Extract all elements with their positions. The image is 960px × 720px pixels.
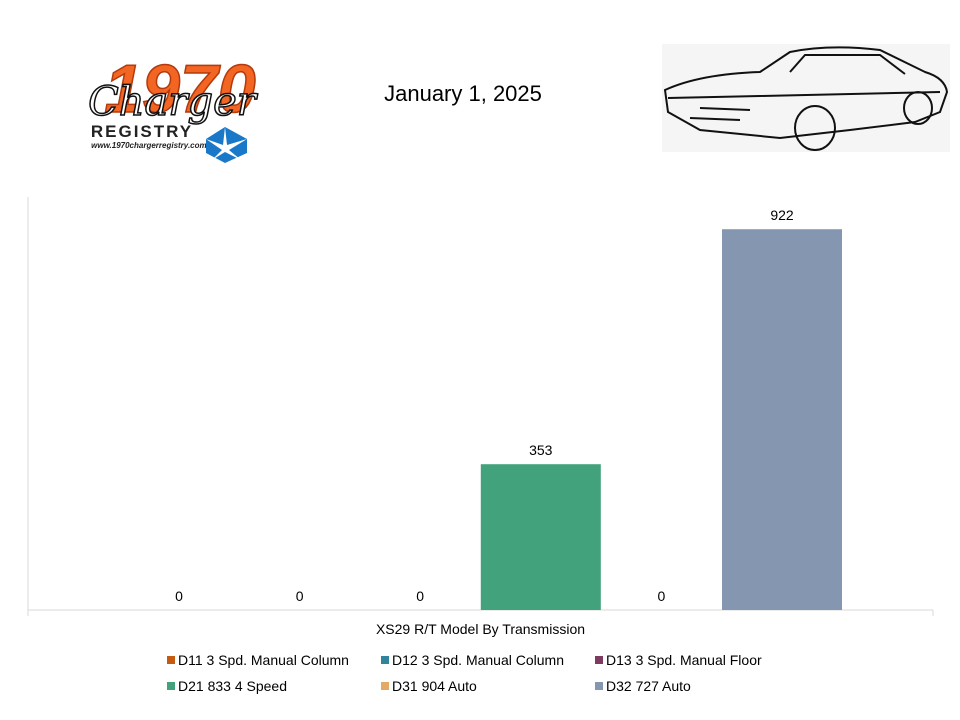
logo-url: www.1970chargerregistry.com/	[91, 141, 209, 150]
data-label: 0	[658, 588, 666, 604]
legend-swatch	[381, 656, 389, 664]
data-label: 0	[175, 588, 183, 604]
data-label: 0	[296, 588, 304, 604]
legend-swatch	[595, 656, 603, 664]
logo: 1970 Charger REGISTRY www.1970chargerreg…	[87, 50, 259, 163]
data-label: 0	[416, 588, 424, 604]
chart-title: January 1, 2025	[384, 81, 542, 106]
car-drawing	[662, 44, 950, 152]
bar	[480, 464, 601, 610]
legend-label: D31 904 Auto	[392, 678, 477, 694]
legend-label: D13 3 Spd. Manual Floor	[606, 652, 762, 668]
legend-label: D21 833 4 Speed	[178, 678, 287, 694]
legend-swatch	[167, 656, 175, 664]
pentastar-star	[206, 127, 247, 160]
x-tick-label: XS29 R/T Model By Transmission	[376, 621, 585, 637]
logo-word: REGISTRY	[91, 122, 193, 141]
legend-swatch	[167, 682, 175, 690]
legend-swatch	[381, 682, 389, 690]
logo-number: 1970	[104, 51, 255, 127]
legend-label: D32 727 Auto	[606, 678, 691, 694]
legend-label: D11 3 Spd. Manual Column	[178, 652, 349, 668]
legend-swatch	[595, 682, 603, 690]
legend-label: D12 3 Spd. Manual Column	[392, 652, 564, 668]
data-label: 353	[529, 442, 553, 458]
data-label: 922	[770, 207, 794, 223]
bar	[722, 229, 842, 611]
logo-script: Charger	[88, 79, 259, 125]
